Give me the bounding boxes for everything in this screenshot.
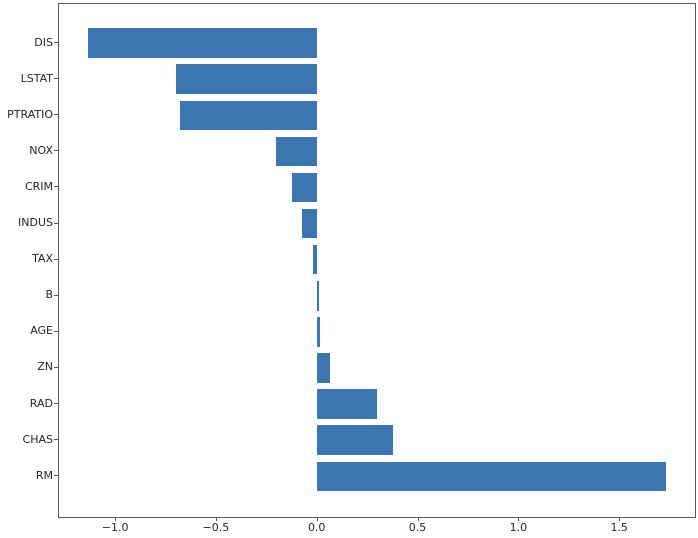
plot-area	[58, 3, 696, 518]
y-tick-mark	[54, 150, 58, 152]
y-tick-mark	[54, 114, 58, 116]
x-tick-mark	[417, 517, 419, 521]
bar-zn	[316, 353, 330, 383]
bar-b	[316, 281, 320, 311]
y-tick-label-ptratio: PTRATIO	[7, 107, 53, 121]
y-tick-label-tax: TAX	[32, 252, 53, 266]
x-tick-label: 1.5	[610, 521, 628, 534]
x-tick-label: −1.0	[101, 521, 129, 534]
y-tick-label-zn: ZN	[37, 360, 53, 374]
x-tick-mark	[518, 517, 520, 521]
x-tick-label: −0.5	[202, 521, 230, 534]
bar-rm	[316, 461, 666, 491]
y-tick-mark	[54, 42, 58, 43]
y-tick-label-b: B	[45, 288, 53, 302]
bar-chas	[316, 425, 394, 455]
bar-ptratio	[180, 100, 317, 130]
y-tick-mark	[54, 403, 58, 404]
y-tick-label-lstat: LSTAT	[20, 71, 53, 85]
bar-age	[316, 317, 321, 347]
x-tick-label: 0.0	[307, 521, 326, 534]
y-tick-label-nox: NOX	[29, 143, 53, 157]
x-tick-label: 0.5	[408, 521, 427, 534]
x-tick-mark	[215, 517, 217, 521]
bar-crim	[291, 172, 317, 203]
y-tick-label-crim: CRIM	[24, 179, 53, 193]
y-tick-label-chas: CHAS	[22, 432, 53, 446]
y-tick-mark	[54, 294, 58, 296]
bar-lstat	[175, 64, 317, 94]
bar-nox	[276, 136, 317, 167]
bar-dis	[87, 28, 317, 58]
x-tick-mark	[316, 517, 318, 521]
y-tick-mark	[54, 258, 58, 260]
y-tick-label-indus: INDUS	[18, 216, 53, 229]
y-tick-mark	[54, 366, 58, 368]
y-tick-mark	[54, 222, 58, 224]
x-tick-label: 1.0	[509, 521, 528, 534]
y-tick-label-rad: RAD	[29, 396, 53, 410]
y-tick-mark	[54, 330, 58, 332]
y-tick-label-age: AGE	[30, 324, 53, 338]
y-tick-mark	[54, 186, 58, 188]
bar-indus	[301, 208, 317, 239]
x-tick-mark	[115, 517, 117, 521]
y-tick-mark	[54, 78, 58, 80]
x-tick-mark	[619, 517, 621, 521]
y-tick-mark	[54, 475, 58, 477]
bar-tax	[313, 244, 317, 275]
y-tick-label-rm: RM	[35, 468, 53, 482]
y-tick-mark	[54, 439, 58, 441]
y-tick-label-dis: DIS	[34, 35, 53, 49]
bar-rad	[316, 389, 378, 419]
